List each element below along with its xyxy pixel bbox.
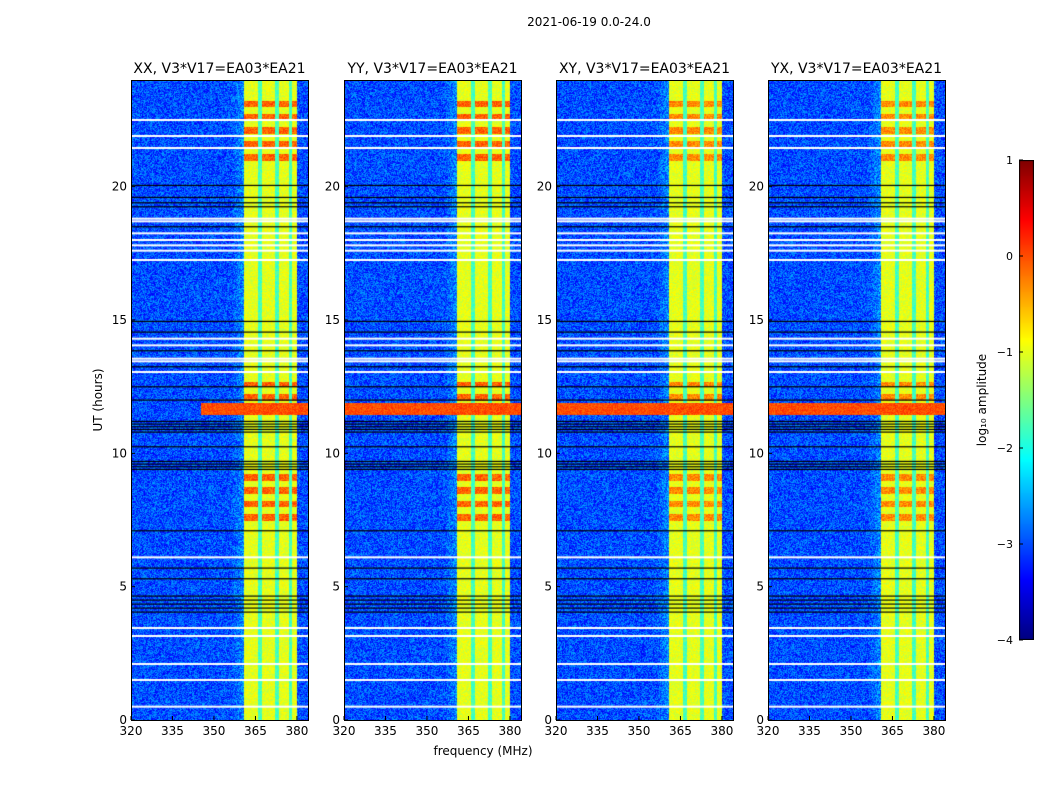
x-tick-label: 335	[374, 724, 397, 738]
x-tick-label: 380	[922, 724, 945, 738]
x-tick-label: 380	[285, 724, 308, 738]
y-tick-label: 20	[537, 180, 552, 194]
y-tick-label: 5	[332, 580, 340, 594]
heatmap-xy	[556, 80, 733, 720]
panel-frame	[131, 80, 309, 721]
panel-title: XY, V3*V17=EA03*EA21	[559, 61, 730, 77]
panel-frame	[768, 80, 946, 721]
y-tick-label: 10	[112, 446, 127, 460]
y-tick-label: 15	[537, 313, 552, 327]
y-tick-label: 5	[756, 580, 764, 594]
y-tick-label: 20	[112, 180, 127, 194]
y-tick-label: 15	[749, 313, 764, 327]
y-tick-label: 5	[119, 580, 127, 594]
heatmap-yy	[344, 80, 521, 720]
x-tick-label: 320	[120, 724, 143, 738]
x-tick-label: 365	[244, 724, 267, 738]
y-tick-label: 15	[325, 313, 340, 327]
x-tick-label: 365	[881, 724, 904, 738]
x-tick-label: 380	[498, 724, 521, 738]
y-tick-label: 0	[119, 713, 127, 727]
heatmap-yx	[768, 80, 945, 720]
colorbar-tick-label: −3	[997, 538, 1013, 551]
y-axis-label: UT (hours)	[91, 368, 105, 431]
y-tick-label: 20	[749, 180, 764, 194]
x-tick-label: 350	[840, 724, 863, 738]
panel-title: XX, V3*V17=EA03*EA21	[133, 61, 305, 77]
panel-frame	[344, 80, 522, 721]
colorbar	[1019, 160, 1034, 640]
y-tick-label: 20	[325, 180, 340, 194]
colorbar-label: log₁₀ amplitude	[975, 354, 989, 446]
panel-frame	[556, 80, 734, 721]
x-tick-label: 350	[628, 724, 651, 738]
y-tick-label: 0	[332, 713, 340, 727]
panel-title: YY, V3*V17=EA03*EA21	[346, 61, 517, 77]
x-tick-label: 335	[161, 724, 184, 738]
panel-title: YX, V3*V17=EA03*EA21	[770, 61, 942, 77]
colorbar-tick-label: −2	[997, 442, 1013, 455]
colorbar-tick-label: −1	[997, 346, 1013, 359]
x-tick-label: 320	[545, 724, 568, 738]
y-tick-label: 15	[112, 313, 127, 327]
x-tick-label: 365	[457, 724, 480, 738]
y-tick-label: 10	[325, 446, 340, 460]
y-tick-label: 10	[537, 446, 552, 460]
colorbar-tick-label: −4	[997, 634, 1013, 647]
colorbar-tick-label: 0	[1006, 250, 1013, 263]
y-tick-label: 0	[756, 713, 764, 727]
heatmap-xx	[131, 80, 308, 720]
y-tick-label: 5	[544, 580, 552, 594]
y-tick-label: 10	[749, 446, 764, 460]
figure-title: 2021-06-19 0.0-24.0	[527, 15, 651, 29]
colorbar-tick-label: 1	[1006, 154, 1013, 167]
x-tick-label: 380	[710, 724, 733, 738]
x-tick-label: 320	[333, 724, 356, 738]
x-tick-label: 350	[203, 724, 226, 738]
x-tick-label: 365	[669, 724, 692, 738]
x-tick-label: 335	[586, 724, 609, 738]
y-tick-label: 0	[544, 713, 552, 727]
x-axis-label: frequency (MHz)	[433, 744, 532, 758]
x-tick-label: 350	[416, 724, 439, 738]
x-tick-label: 320	[757, 724, 780, 738]
x-tick-label: 335	[798, 724, 821, 738]
